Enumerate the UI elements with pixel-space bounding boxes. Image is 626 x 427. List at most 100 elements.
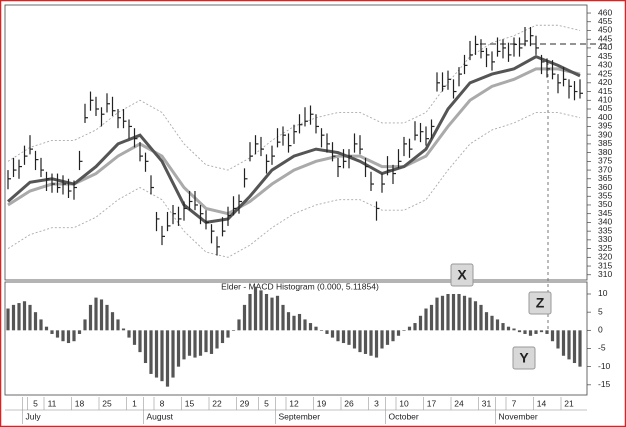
annotation-box bbox=[528, 291, 552, 315]
histogram-bar bbox=[138, 330, 142, 353]
histogram-bar bbox=[407, 326, 412, 331]
histogram-bar bbox=[209, 330, 214, 354]
x-tick-label: 26 bbox=[344, 398, 354, 408]
y-tick-label: 385 bbox=[598, 138, 612, 148]
histogram-bar bbox=[479, 304, 483, 331]
y-tick-label: 415 bbox=[598, 86, 612, 96]
histogram-bar bbox=[539, 330, 544, 333]
histogram-bar bbox=[176, 330, 181, 367]
histogram-bar bbox=[506, 326, 511, 331]
histogram-bar bbox=[28, 304, 32, 331]
y-tick-label: 460 bbox=[598, 7, 612, 17]
histogram-bar bbox=[44, 326, 49, 331]
y-tick-label: 0 bbox=[598, 325, 603, 335]
histogram-bar bbox=[336, 330, 340, 342]
histogram-bar bbox=[88, 304, 93, 331]
histogram-title: Elder - MACD Histogram (0.000, 5.11854) bbox=[221, 281, 379, 291]
histogram-bar bbox=[435, 297, 439, 331]
y-tick-label: 5 bbox=[598, 306, 603, 316]
histogram-bar bbox=[116, 319, 120, 331]
y-tick-label: 420 bbox=[598, 77, 612, 87]
y-tick-label: -15 bbox=[598, 379, 611, 389]
histogram-bar bbox=[369, 330, 373, 356]
moving-average bbox=[7, 67, 581, 216]
histogram-bar bbox=[297, 313, 302, 331]
x-tick-label: 8 bbox=[160, 398, 165, 408]
histogram-bar bbox=[61, 330, 65, 342]
histogram-bar bbox=[72, 330, 76, 342]
y-tick-label: 440 bbox=[598, 42, 612, 52]
histogram-bar bbox=[132, 330, 137, 345]
histogram-bar bbox=[110, 312, 115, 331]
x-tick-label: 18 bbox=[75, 398, 85, 408]
y-tick-label: 10 bbox=[598, 288, 608, 298]
histogram-bar bbox=[198, 330, 203, 356]
y-tick-label: -5 bbox=[598, 343, 606, 353]
y-tick-label: 310 bbox=[598, 269, 612, 279]
x-tick-label: 22 bbox=[212, 398, 222, 408]
histogram-bar bbox=[231, 330, 236, 331]
y-tick-label: 370 bbox=[598, 164, 612, 174]
x-tick-label: 10 bbox=[399, 398, 409, 408]
annotation-box bbox=[512, 346, 536, 370]
histogram-bar bbox=[495, 319, 500, 331]
annotation: Z bbox=[536, 295, 545, 311]
y-tick-label: -10 bbox=[598, 361, 611, 371]
histogram-bar bbox=[512, 328, 516, 331]
histogram-bar bbox=[270, 297, 274, 331]
histogram-bar bbox=[281, 304, 285, 331]
histogram-bar bbox=[50, 330, 54, 334]
histogram-bar bbox=[66, 330, 71, 344]
histogram-bar bbox=[429, 304, 434, 331]
histogram-bar bbox=[275, 295, 280, 331]
histogram-bar bbox=[556, 330, 560, 349]
month-label: August bbox=[147, 411, 174, 421]
histogram-bar bbox=[33, 312, 38, 331]
histogram-bar bbox=[286, 312, 291, 331]
histogram-bar bbox=[303, 319, 307, 331]
histogram-bar bbox=[523, 330, 527, 334]
month-label: November bbox=[499, 411, 538, 421]
histogram-bar bbox=[424, 308, 428, 331]
histogram-bar bbox=[572, 330, 577, 364]
y-tick-label: 430 bbox=[598, 60, 612, 70]
histogram-bar bbox=[330, 330, 335, 338]
y-tick-label: 340 bbox=[598, 217, 612, 227]
x-tick-label: 1 bbox=[132, 398, 137, 408]
y-tick-label: 395 bbox=[598, 121, 612, 131]
histogram-bar bbox=[567, 330, 571, 360]
y-tick-label: 320 bbox=[598, 252, 612, 262]
histogram-bar bbox=[204, 330, 208, 353]
x-tick-label: 5 bbox=[264, 398, 269, 408]
histogram-bar bbox=[248, 293, 252, 331]
histogram-bar bbox=[237, 319, 241, 331]
x-tick-label: 17 bbox=[427, 398, 437, 408]
histogram-bar bbox=[578, 330, 582, 367]
y-tick-label: 400 bbox=[598, 112, 612, 122]
histogram-bar bbox=[396, 330, 401, 336]
histogram-bar bbox=[319, 330, 324, 331]
histogram-bar bbox=[462, 295, 467, 331]
histogram-bar bbox=[99, 299, 104, 331]
moving-average bbox=[7, 112, 581, 258]
histogram-bar bbox=[347, 330, 351, 345]
x-tick-label: 19 bbox=[317, 398, 327, 408]
histogram-bar bbox=[220, 330, 225, 344]
histogram-bar bbox=[182, 330, 186, 360]
x-tick-label: 25 bbox=[102, 398, 112, 408]
histogram-bar bbox=[259, 290, 263, 331]
moving-average bbox=[7, 54, 581, 225]
x-tick-label: 31 bbox=[482, 398, 492, 408]
histogram-bar bbox=[143, 330, 148, 364]
y-tick-label: 355 bbox=[598, 190, 612, 200]
y-tick-label: 375 bbox=[598, 156, 612, 166]
histogram-bar bbox=[187, 330, 192, 356]
histogram-bar bbox=[380, 330, 384, 349]
histogram-bar bbox=[561, 330, 566, 356]
x-tick-label: 12 bbox=[289, 398, 299, 408]
y-tick-label: 410 bbox=[598, 95, 612, 105]
x-tick-label: 5 bbox=[33, 398, 38, 408]
y-tick-label: 390 bbox=[598, 129, 612, 139]
histogram-bar bbox=[385, 330, 390, 345]
y-tick-label: 330 bbox=[598, 234, 612, 244]
